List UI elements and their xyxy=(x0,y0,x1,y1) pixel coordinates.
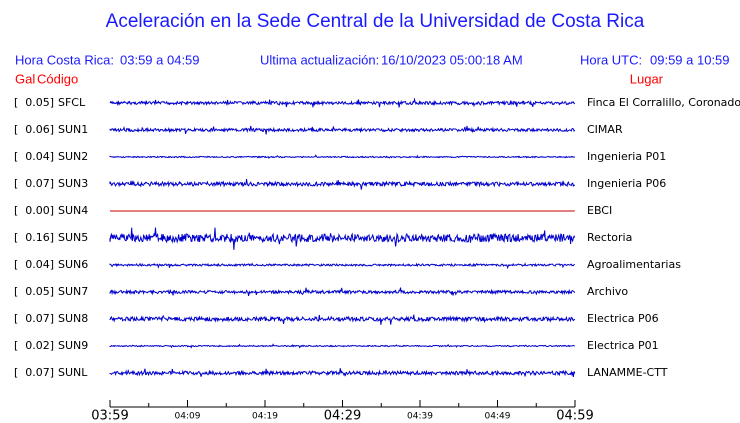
station-place: Ingenieria P06 xyxy=(587,177,666,190)
station-place: Electrica P06 xyxy=(587,312,659,325)
waveform xyxy=(109,287,576,297)
gal-value: [ 0.05] xyxy=(14,285,54,298)
waveform xyxy=(109,368,576,377)
station-place: Finca El Corralillo, Coronado xyxy=(587,96,740,109)
station-place: LANAMME-CTT xyxy=(587,366,668,379)
station-code: SUN1 xyxy=(58,123,88,136)
station-place: Archivo xyxy=(587,285,628,298)
local-range: 03:59 a 04:59 xyxy=(120,52,200,67)
waveform xyxy=(109,125,576,135)
waveform xyxy=(109,343,575,349)
place-header: Lugar xyxy=(630,71,664,86)
waveform xyxy=(109,262,575,270)
code-header: Código xyxy=(37,71,78,86)
title: Aceleración en la Sede Central de la Uni… xyxy=(106,11,645,32)
time-label: 04:49 xyxy=(485,412,511,422)
station-place: Ingenieria P01 xyxy=(587,150,666,163)
waveform xyxy=(109,97,576,108)
station-code: SUN8 xyxy=(58,312,88,325)
time-label: 04:29 xyxy=(324,409,361,423)
utc-range: 09:59 a 10:59 xyxy=(650,52,730,67)
station-code: SUN6 xyxy=(58,258,88,271)
station-code: SUN3 xyxy=(58,177,88,190)
gal-value: [ 0.07] xyxy=(14,312,54,325)
time-label: 03:59 xyxy=(91,409,128,423)
gal-value: [ 0.04] xyxy=(14,258,54,271)
gal-value: [ 0.16] xyxy=(14,231,54,244)
update-value: 16/10/2023 05:00:18 AM xyxy=(381,52,523,67)
time-label: 04:09 xyxy=(175,412,201,422)
station-place: CIMAR xyxy=(587,123,623,136)
time-label: 04:59 xyxy=(556,409,593,423)
time-label: 04:19 xyxy=(252,412,278,422)
time-label: 04:39 xyxy=(407,412,433,422)
gal-value: [ 0.07] xyxy=(14,366,54,379)
gal-value: [ 0.02] xyxy=(14,339,54,352)
station-place: EBCI xyxy=(587,204,612,217)
gal-value: [ 0.05] xyxy=(14,96,54,109)
station-code: SUN5 xyxy=(58,231,88,244)
waveform xyxy=(109,227,576,250)
waveform xyxy=(109,178,576,190)
gal-header: Gal xyxy=(15,71,35,86)
gal-value: [ 0.04] xyxy=(14,150,54,163)
waveform xyxy=(109,314,576,325)
update-label: Ultima actualización: xyxy=(260,52,379,67)
gal-value: [ 0.06] xyxy=(14,123,54,136)
station-code: SUNL xyxy=(58,366,88,379)
station-code: SUN7 xyxy=(58,285,88,298)
station-place: Rectoria xyxy=(587,231,632,244)
station-code: SUN2 xyxy=(58,150,88,163)
station-place: Electrica P01 xyxy=(587,339,659,352)
station-place: Agroalimentarias xyxy=(587,258,681,271)
waveform xyxy=(109,154,576,159)
station-code: SUN9 xyxy=(58,339,88,352)
local-label: Hora Costa Rica: xyxy=(15,52,114,67)
gal-value: [ 0.07] xyxy=(14,177,54,190)
gal-value: [ 0.00] xyxy=(14,204,54,217)
station-code: SUN4 xyxy=(58,204,88,217)
station-code: SFCL xyxy=(58,96,86,109)
utc-label: Hora UTC: xyxy=(580,52,642,67)
